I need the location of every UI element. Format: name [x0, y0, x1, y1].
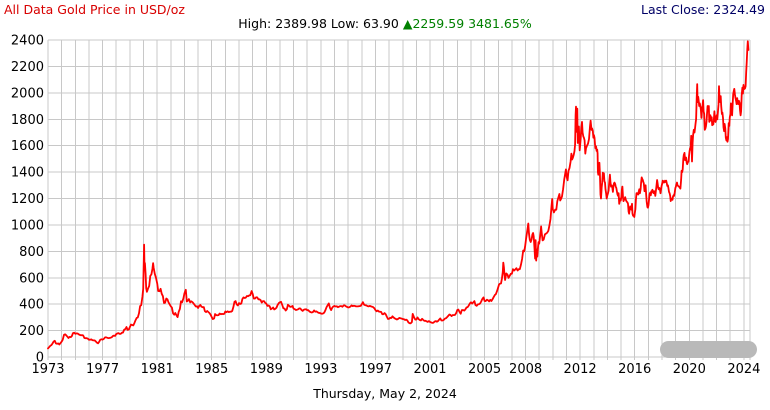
x-tick-label: 2024: [727, 362, 760, 377]
x-tick-label: 1993: [304, 362, 337, 377]
last-close: Last Close: 2324.49: [641, 2, 765, 17]
watermark-logo: [660, 341, 757, 358]
y-tick-label: 1600: [11, 139, 44, 154]
x-tick-label: 2001: [413, 362, 446, 377]
y-tick-label: 400: [19, 298, 44, 313]
change-group: ▲2259.59 3481.65%: [403, 16, 532, 31]
high-low-stats: High: 2389.98 Low: 63.90 ▲2259.59 3481.6…: [0, 16, 770, 31]
x-tick-label: 1977: [86, 362, 119, 377]
x-tick-label: 1981: [141, 362, 174, 377]
x-tick-label: 2020: [673, 362, 706, 377]
y-tick-label: 2000: [11, 86, 44, 101]
low-label: Low:: [330, 16, 360, 31]
high-label: High:: [238, 16, 272, 31]
y-tick-label: 200: [19, 324, 44, 339]
y-tick-label: 1800: [11, 113, 44, 128]
high-value: 2389.98: [275, 16, 327, 31]
y-tick-label: 1200: [11, 192, 44, 207]
x-tick-label: 1973: [31, 362, 64, 377]
y-tick-label: 600: [19, 271, 44, 286]
x-tick-label: 1989: [250, 362, 283, 377]
page-title: All Data Gold Price in USD/oz: [4, 2, 185, 17]
y-tick-label: 1000: [11, 218, 44, 233]
x-tick-label: 2008: [509, 362, 542, 377]
change-percent: 3481.65%: [468, 16, 532, 31]
x-tick-label: 2012: [564, 362, 597, 377]
y-tick-label: 0: [36, 351, 44, 366]
y-tick-label: 1400: [11, 166, 44, 181]
change-value: 2259.59: [412, 16, 465, 31]
up-arrow-icon: ▲: [402, 16, 413, 31]
y-tick-label: 2400: [11, 34, 44, 49]
x-tick-label: 2005: [468, 362, 501, 377]
price-line: [47, 40, 750, 350]
y-tick-label: 800: [19, 245, 44, 260]
last-close-label: Last Close:: [641, 2, 710, 17]
x-tick-label: 1985: [195, 362, 228, 377]
y-tick-label: 2200: [11, 60, 44, 75]
low-value: 63.90: [363, 16, 399, 31]
x-tick-label: 2016: [618, 362, 651, 377]
date-label: Thursday, May 2, 2024: [313, 386, 457, 401]
x-tick-label: 1997: [359, 362, 392, 377]
last-close-value: 2324.49: [713, 2, 765, 17]
